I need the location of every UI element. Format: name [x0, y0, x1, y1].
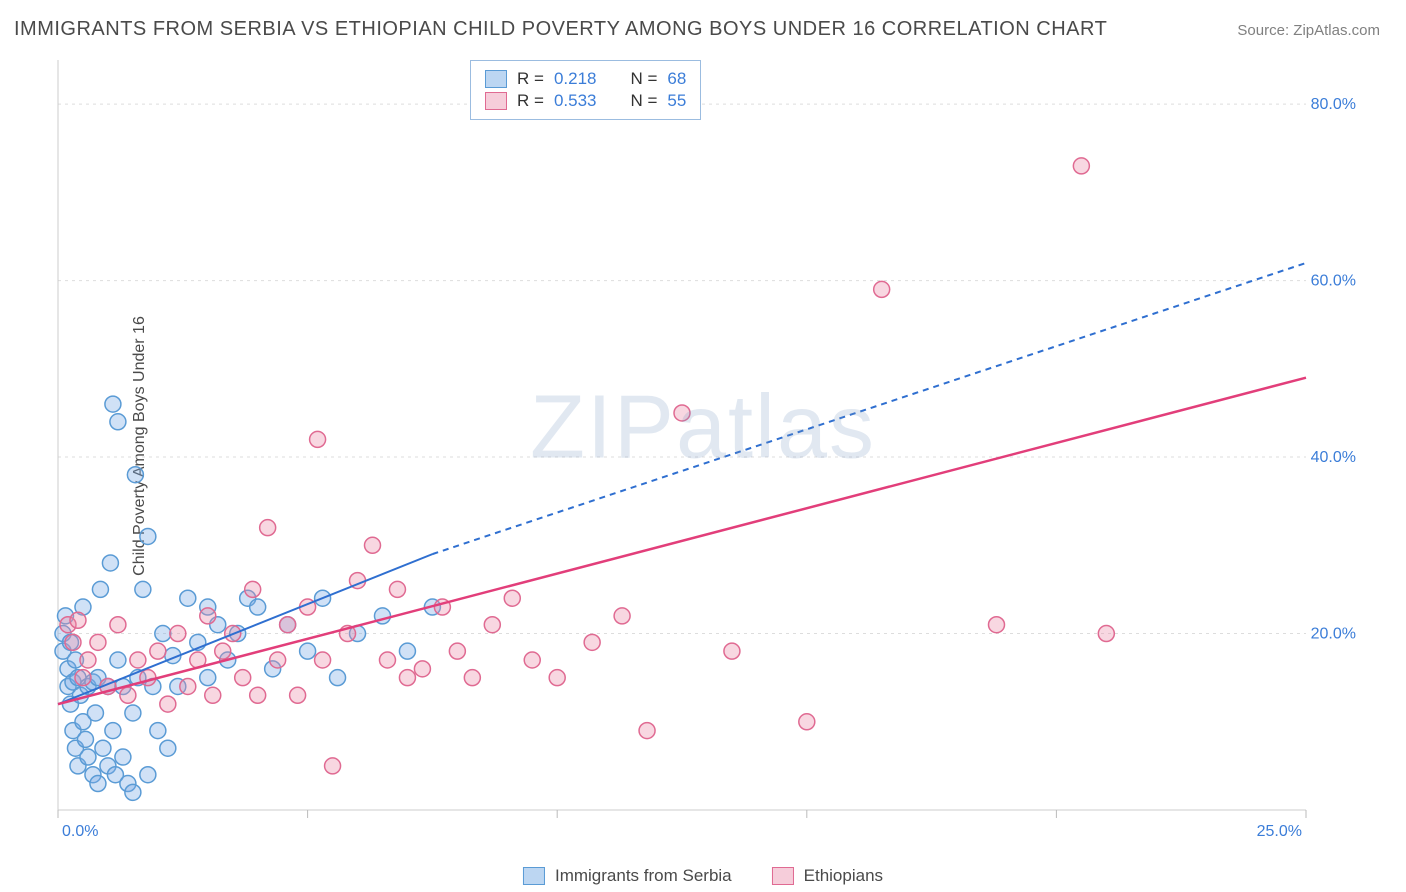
- svg-text:80.0%: 80.0%: [1311, 96, 1356, 113]
- r-label: R =: [517, 91, 544, 111]
- legend-item: Immigrants from Serbia: [523, 866, 732, 886]
- source-link[interactable]: ZipAtlas.com: [1293, 22, 1380, 39]
- legend-item: Ethiopians: [772, 866, 883, 886]
- svg-text:60.0%: 60.0%: [1311, 273, 1356, 290]
- source-label: Source:: [1237, 22, 1289, 39]
- series-swatch: [485, 70, 507, 88]
- r-label: R =: [517, 69, 544, 89]
- svg-text:40.0%: 40.0%: [1311, 449, 1356, 466]
- n-value: 55: [667, 91, 686, 111]
- legend-swatch: [523, 867, 545, 885]
- source-attribution: Source: ZipAtlas.com: [1237, 22, 1380, 39]
- series-swatch: [485, 92, 507, 110]
- stats-row: R = 0.218 N = 68: [485, 69, 686, 89]
- legend-label: Immigrants from Serbia: [555, 866, 732, 886]
- correlation-scatter-chart: 20.0% 40.0% 60.0% 80.0% 0.0% 25.0%: [48, 50, 1396, 850]
- svg-text:25.0%: 25.0%: [1257, 823, 1302, 840]
- n-value: 68: [667, 69, 686, 89]
- svg-text:20.0%: 20.0%: [1311, 626, 1356, 643]
- r-value: 0.218: [554, 69, 597, 89]
- correlation-stats-box: R = 0.218 N = 68 R = 0.533 N = 55: [470, 60, 701, 120]
- chart-title: IMMIGRANTS FROM SERBIA VS ETHIOPIAN CHIL…: [14, 18, 1107, 41]
- stats-row: R = 0.533 N = 55: [485, 91, 686, 111]
- legend-label: Ethiopians: [804, 866, 883, 886]
- svg-text:0.0%: 0.0%: [62, 823, 98, 840]
- r-value: 0.533: [554, 91, 597, 111]
- n-label: N =: [630, 69, 657, 89]
- series-legend: Immigrants from Serbia Ethiopians: [523, 866, 883, 886]
- n-label: N =: [630, 91, 657, 111]
- legend-swatch: [772, 867, 794, 885]
